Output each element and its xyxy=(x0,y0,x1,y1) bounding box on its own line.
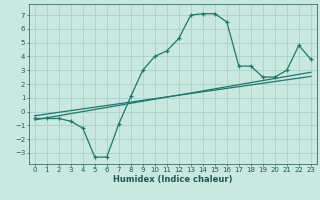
X-axis label: Humidex (Indice chaleur): Humidex (Indice chaleur) xyxy=(113,175,233,184)
